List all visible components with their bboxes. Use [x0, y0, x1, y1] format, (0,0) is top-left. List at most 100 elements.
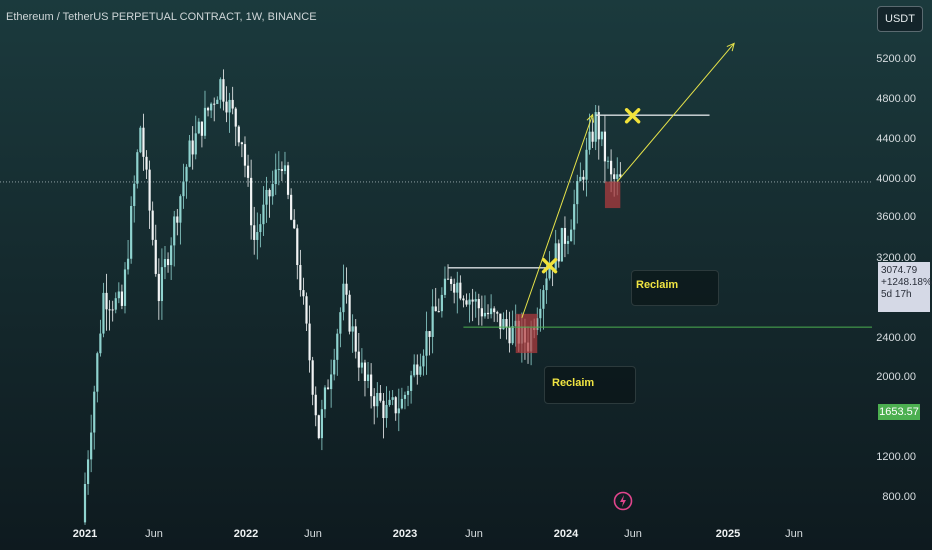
candle-body — [265, 189, 268, 205]
candle-body — [425, 331, 428, 356]
candle-body — [130, 205, 133, 259]
time-tick: Jun — [785, 528, 803, 540]
candle-body — [299, 265, 302, 291]
candle-body — [231, 99, 234, 109]
candle-body — [90, 432, 93, 460]
candle-body — [416, 364, 419, 375]
candle-body — [486, 312, 490, 315]
arrow-head — [726, 42, 735, 52]
candle-body — [477, 299, 480, 309]
candle-body — [603, 131, 607, 162]
candle-body — [613, 174, 616, 179]
candle-body — [83, 483, 87, 523]
candle-body — [317, 415, 320, 439]
candle-body — [573, 204, 576, 230]
candle-body — [373, 396, 376, 407]
time-tick: Jun — [624, 528, 642, 540]
candle-body — [585, 149, 588, 180]
candle-body — [351, 326, 354, 332]
candle-body — [406, 390, 410, 395]
candle-body — [228, 99, 231, 113]
price-tick: 4000.00 — [876, 173, 916, 185]
candle-body — [496, 312, 499, 314]
time-tick: Jun — [465, 528, 483, 540]
projection-arrow — [616, 43, 735, 182]
price-tick: 4400.00 — [876, 133, 916, 145]
candle-body — [360, 362, 363, 368]
candle-body — [197, 121, 200, 134]
reclaim-zone — [515, 313, 538, 354]
candle-body — [450, 278, 453, 284]
x-mark-icon — [624, 108, 641, 124]
candle-body — [111, 309, 114, 311]
currency-button[interactable]: USDT — [877, 6, 923, 32]
candle-body — [366, 374, 370, 381]
candle-body — [493, 308, 496, 313]
candle-body — [314, 394, 317, 416]
candle-body — [431, 306, 434, 337]
candle-body — [305, 296, 308, 324]
candle-body — [456, 282, 459, 293]
candle-body — [136, 152, 139, 184]
time-tick: 2022 — [233, 528, 259, 540]
candle-body — [213, 103, 216, 105]
candle-body — [126, 258, 130, 270]
candle-body — [422, 355, 425, 367]
candle-body — [569, 229, 573, 242]
time-tick: Jun — [304, 528, 322, 540]
candle-body — [357, 351, 360, 368]
candle-body — [600, 131, 603, 140]
candle-body — [250, 177, 253, 226]
candle-body — [286, 165, 290, 195]
time-tick: Jun — [145, 528, 163, 540]
annotation-box[interactable] — [544, 366, 636, 404]
candle-body — [579, 176, 582, 182]
candle-body — [539, 308, 542, 319]
candle-body — [394, 397, 397, 414]
candle-body — [480, 308, 483, 317]
candle-body — [345, 283, 348, 295]
x-mark-icon — [541, 257, 558, 274]
annotation-box[interactable] — [631, 270, 719, 306]
last-price-label: 3074.79 +1248.18% 5d 17h — [878, 262, 932, 312]
candle-body — [576, 181, 579, 205]
candle-body — [471, 299, 474, 302]
candle-body — [545, 278, 548, 291]
candle-body — [280, 169, 283, 172]
candle-body — [182, 181, 185, 197]
arrow-head — [586, 113, 595, 123]
candle-body — [259, 224, 262, 233]
candle-body — [99, 333, 102, 354]
candle-body — [114, 298, 117, 310]
candle-body — [594, 112, 597, 142]
reclaim-label: Reclaim — [636, 279, 679, 291]
candle-body — [542, 290, 545, 309]
candle-body — [311, 360, 314, 395]
candle-body — [123, 269, 127, 306]
candle-body — [200, 121, 204, 136]
candle-body — [465, 300, 468, 305]
candle-body — [176, 216, 179, 223]
candle-body — [376, 392, 379, 407]
candle-body — [86, 459, 90, 484]
candle-body — [256, 232, 259, 240]
symbol-title: Ethereum / TetherUS PERPETUAL CONTRACT, … — [6, 11, 317, 23]
candle-body — [397, 408, 400, 414]
candle-body — [508, 327, 511, 344]
candle-body — [333, 359, 336, 375]
candle-body — [216, 99, 219, 105]
price-tick: 2400.00 — [876, 332, 916, 344]
candle-body — [105, 292, 108, 310]
time-tick: 2025 — [715, 528, 741, 540]
candle-body — [234, 108, 237, 127]
candle-body — [511, 326, 514, 344]
candle-body — [219, 79, 222, 100]
candle-body — [290, 194, 293, 220]
candle-body — [166, 259, 170, 266]
last-price: 3074.79 — [881, 265, 918, 276]
candle-body — [133, 183, 136, 206]
lightning-bolt-icon[interactable] — [613, 491, 633, 511]
candle-body — [560, 228, 563, 262]
candle-body — [268, 189, 271, 197]
